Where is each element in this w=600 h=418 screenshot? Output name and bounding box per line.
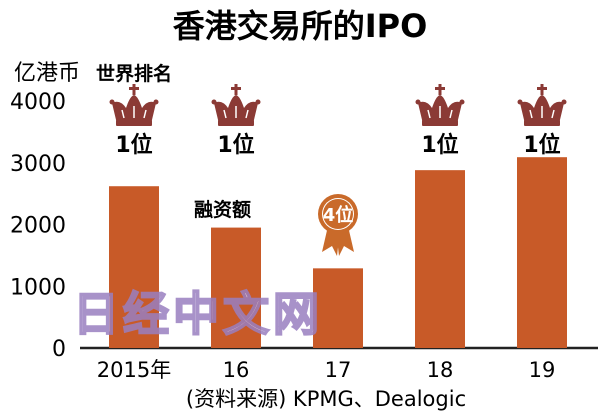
rank-label: 1位 [217,132,254,158]
bar [313,268,363,348]
medal-icon [318,194,358,256]
bar [517,157,567,348]
crown-icon [211,84,261,126]
crown-icon [415,84,465,126]
source-note: (资料来源) KPMG、Dealogic [186,387,466,411]
bar [415,170,465,348]
chart-title: 香港交易所的IPO [173,7,428,45]
x-tick-label: 16 [223,358,250,382]
y-tick-label: 2000 [10,214,66,239]
bar [109,186,159,348]
x-tick-label: 17 [325,358,352,382]
y-tick-label: 4000 [10,90,66,115]
rank-label: 1位 [421,132,458,158]
y-tick-label: 1000 [10,275,66,300]
y-tick-label: 3000 [10,152,66,177]
crown-icon [109,84,159,126]
y-axis-ticks: 0 1000 2000 3000 4000 [10,90,66,362]
rank-label: 1位 [115,132,152,158]
bars [109,157,567,348]
rank-icons: 1位 1位 4位 1位 1位 [109,84,567,256]
ranking-label: 世界排名 [96,62,172,85]
bar [211,227,261,348]
watermark: 日经中文网 [73,287,323,341]
x-tick-label: 18 [427,358,454,382]
crown-icon [517,84,567,126]
rank-label: 1位 [523,132,560,158]
y-axis-unit: 亿港币 [14,61,80,86]
x-axis-labels: 2015年 16 17 18 19 [97,358,556,382]
x-tick-label: 2015年 [97,358,171,382]
x-tick-label: 19 [529,358,556,382]
bar-annotation: 融资额 [194,198,251,221]
rank-label: 4位 [323,204,354,226]
y-tick-label: 0 [52,337,66,362]
